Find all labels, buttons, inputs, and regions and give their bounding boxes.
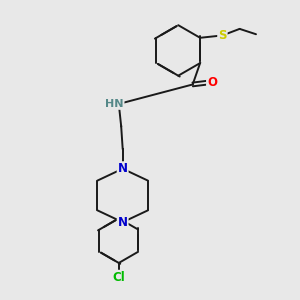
Text: S: S bbox=[218, 29, 227, 42]
Text: HN: HN bbox=[105, 99, 124, 109]
Text: N: N bbox=[118, 162, 128, 175]
Text: N: N bbox=[118, 216, 128, 229]
Text: O: O bbox=[207, 76, 217, 88]
Text: Cl: Cl bbox=[112, 271, 125, 284]
